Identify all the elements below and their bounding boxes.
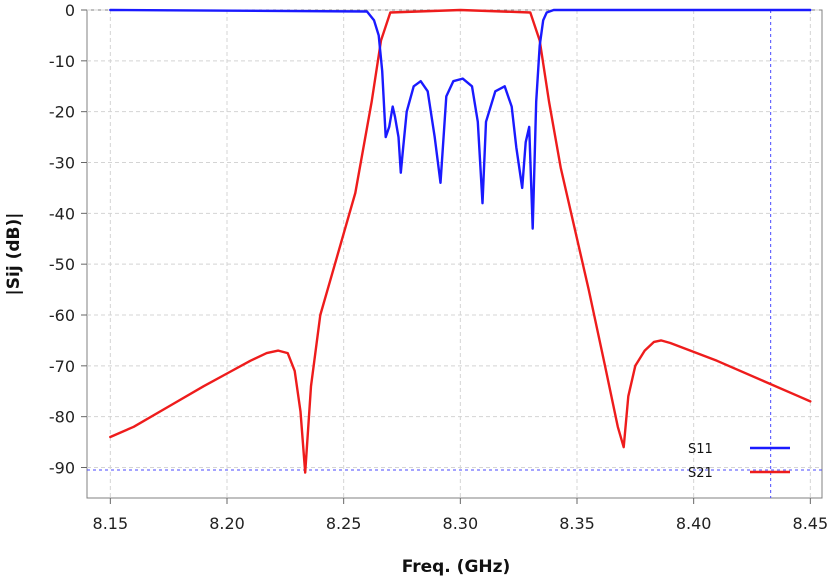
y-tick-label: 0 bbox=[65, 1, 75, 20]
y-tick-label: -20 bbox=[49, 103, 75, 122]
x-axis-title: Freq. (GHz) bbox=[402, 557, 511, 577]
x-tick-label: 8.25 bbox=[326, 514, 362, 533]
marker-lines bbox=[87, 10, 822, 498]
x-tick-label: 8.20 bbox=[209, 514, 245, 533]
x-tick-label: 8.15 bbox=[93, 514, 129, 533]
y-tick-label: -80 bbox=[49, 408, 75, 427]
series-line-s11 bbox=[109, 8, 812, 230]
y-tick-label: -50 bbox=[49, 255, 75, 274]
legend-label-s21: S21 bbox=[688, 466, 713, 481]
x-axis-ticks: 8.15 8.20 8.25 8.30 8.35 8.40 8.45 bbox=[93, 498, 827, 533]
y-tick-label: -60 bbox=[49, 306, 75, 325]
x-tick-label: 8.40 bbox=[676, 514, 712, 533]
legend-label-s11: S11 bbox=[688, 442, 713, 457]
series-layer bbox=[109, 8, 812, 474]
legend: S11 S21 bbox=[688, 442, 790, 481]
grid bbox=[87, 9, 822, 498]
y-axis-title: |Sij (dB)| bbox=[4, 213, 24, 296]
series-line-s21 bbox=[109, 8, 812, 474]
y-tick-label: -40 bbox=[49, 204, 75, 223]
y-tick-label: -10 bbox=[49, 52, 75, 71]
y-tick-label: -70 bbox=[49, 357, 75, 376]
plot-area bbox=[86, 9, 823, 499]
x-tick-label: 8.30 bbox=[443, 514, 479, 533]
x-tick-label: 8.35 bbox=[559, 514, 595, 533]
y-axis-ticks: 0 -10 -20 -30 -40 -50 -60 -70 -80 -90 bbox=[49, 1, 87, 478]
y-tick-label: -90 bbox=[49, 459, 75, 478]
y-tick-label: -30 bbox=[49, 154, 75, 173]
x-tick-label: 8.45 bbox=[793, 514, 827, 533]
